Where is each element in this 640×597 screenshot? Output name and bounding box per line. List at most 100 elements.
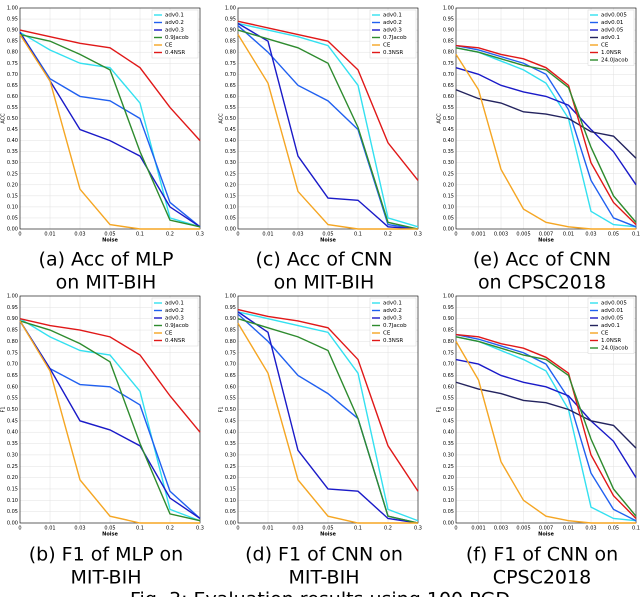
series-line — [455, 381, 637, 449]
y-tick-label: 0.40 — [225, 430, 236, 436]
series-line — [19, 33, 201, 228]
x-tick-label: 0.2 — [166, 232, 174, 238]
axes-frame — [19, 7, 201, 230]
series-line — [237, 22, 419, 230]
x-tick-label: 0.001 — [471, 232, 485, 238]
x-tick-label: 0.01 — [262, 526, 273, 532]
y-tick-label: 0.75 — [7, 61, 18, 67]
y-tick-label: 0.55 — [225, 105, 236, 111]
y-tick-label: 0.40 — [443, 430, 454, 436]
caption: (f) F1 of CNN on — [466, 544, 618, 566]
x-axis-label: Noise — [538, 238, 554, 244]
y-tick-label: 0.30 — [225, 452, 236, 458]
y-tick-label: 0.80 — [443, 339, 454, 345]
y-tick-label: 0.45 — [7, 418, 18, 424]
series-line — [455, 336, 637, 517]
y-tick-label: 0.35 — [7, 149, 18, 155]
y-tick-label: 0.60 — [443, 94, 454, 100]
y-tick-label: 1.00 — [225, 6, 236, 12]
y-tick-label: 0.20 — [225, 182, 236, 188]
y-tick-label: 0.10 — [443, 204, 454, 210]
y-tick-label: 0.80 — [443, 50, 454, 56]
y-tick-label: 1.00 — [7, 294, 18, 300]
y-tick-label: 0.90 — [225, 316, 236, 322]
y-tick-label: 0.90 — [443, 28, 454, 34]
y-tick-label: 0.70 — [225, 362, 236, 368]
y-tick-label: 0.65 — [225, 373, 236, 379]
series-line — [237, 20, 419, 181]
x-tick-label: 0.05 — [104, 232, 115, 238]
x-tick-label: 0.01 — [44, 526, 55, 532]
series-line — [455, 341, 636, 524]
y-axis-label: F1 — [437, 406, 443, 412]
y-tick-label: 0.25 — [443, 171, 454, 177]
y-tick-label: 0.05 — [7, 509, 18, 515]
x-tick-label: 0.2 — [384, 232, 392, 238]
y-tick-label: 0.10 — [225, 498, 236, 504]
x-tick-label: 0.01 — [563, 232, 574, 238]
legend-label: 24.0Jacob — [601, 346, 629, 352]
series-line — [19, 318, 201, 522]
y-tick-label: 0.15 — [225, 193, 236, 199]
y-tick-label: 0.90 — [7, 316, 18, 322]
y-tick-label: 0.70 — [443, 72, 454, 78]
y-tick-label: 0.10 — [225, 204, 236, 210]
y-tick-label: 0.80 — [7, 50, 18, 56]
y-axis-label: F1 — [1, 406, 7, 412]
y-tick-label: 0.90 — [225, 28, 236, 34]
y-tick-label: 0.10 — [443, 498, 454, 504]
y-tick-label: 0.70 — [225, 72, 236, 78]
legend-box — [151, 297, 199, 347]
y-tick-label: 0.95 — [7, 305, 18, 311]
y-tick-label: 0.05 — [225, 215, 236, 221]
series-line — [455, 54, 636, 230]
y-tick-label: 1.00 — [443, 294, 454, 300]
series-line — [455, 44, 637, 228]
y-tick-label: 0.40 — [225, 138, 236, 144]
caption: on CPSC2018 — [478, 272, 606, 294]
y-tick-label: 0.00 — [7, 227, 18, 233]
series-line — [237, 29, 419, 230]
y-tick-label: 0.55 — [7, 396, 18, 402]
y-tick-label: 0.40 — [443, 138, 454, 144]
x-tick-label: 0.1 — [354, 526, 362, 532]
series-line — [455, 89, 637, 159]
y-tick-label: 0.15 — [225, 486, 236, 492]
series-line — [455, 66, 637, 186]
x-tick-label: 0.3 — [196, 526, 204, 532]
y-tick-label: 0.45 — [225, 127, 236, 133]
legend-label: adv0.1 — [383, 13, 402, 19]
x-tick-label: 0.3 — [196, 232, 204, 238]
caption: on MIT-BIH — [56, 272, 157, 294]
y-tick-label: 0.40 — [7, 138, 18, 144]
y-tick-label: 0.15 — [7, 486, 18, 492]
axes-frame — [237, 7, 419, 230]
x-tick-label: 0.05 — [322, 232, 333, 238]
y-tick-label: 0.50 — [7, 407, 18, 413]
caption: (d) F1 of CNN on — [245, 544, 403, 566]
x-tick-label: 0.05 — [104, 526, 115, 532]
y-tick-label: 0.25 — [7, 464, 18, 470]
y-tick-label: 0.80 — [7, 339, 18, 345]
caption: (a) Acc of MLP — [39, 249, 174, 271]
x-tick-label: 0.03 — [585, 232, 596, 238]
y-tick-label: 0.00 — [225, 521, 236, 527]
legend-label: adv0.2 — [165, 308, 184, 314]
x-tick-label: 0.01 — [44, 232, 55, 238]
x-tick-label: 0.2 — [384, 526, 392, 532]
series-line — [455, 358, 637, 478]
legend-label: 0.7Jacob — [383, 323, 407, 329]
legend-label: adv0.2 — [383, 20, 402, 26]
x-tick-label: 0.03 — [585, 526, 596, 532]
legend-label: adv0.3 — [165, 28, 184, 34]
y-tick-label: 0.85 — [225, 328, 236, 334]
y-tick-label: 0.50 — [225, 116, 236, 122]
y-tick-label: 0.45 — [7, 127, 18, 133]
series-line — [19, 320, 201, 522]
series-line — [455, 44, 637, 226]
y-tick-label: 0.75 — [443, 61, 454, 67]
y-tick-label: 0.55 — [225, 396, 236, 402]
y-tick-label: 0.35 — [443, 149, 454, 155]
